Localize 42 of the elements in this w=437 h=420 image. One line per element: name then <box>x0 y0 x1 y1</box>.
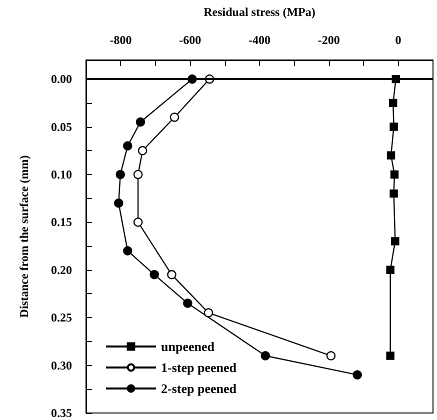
point <box>390 189 398 198</box>
x-tick-label: -800 <box>110 33 132 47</box>
point <box>204 308 214 318</box>
legend-label: 1-step peened <box>161 360 238 375</box>
point <box>170 112 180 122</box>
x-tick-label: -600 <box>179 33 202 47</box>
y-tick-label: 0.35 <box>51 406 72 420</box>
legend-label: unpeened <box>161 339 216 354</box>
point <box>260 351 270 360</box>
point <box>390 122 398 131</box>
point <box>114 198 124 208</box>
y-tick-label: 0.10 <box>51 167 72 182</box>
point <box>116 170 125 180</box>
y-tick-label: 0.00 <box>51 72 72 86</box>
y-tick-label: 0.20 <box>51 262 72 277</box>
point <box>133 218 143 227</box>
point <box>183 298 192 308</box>
point <box>386 352 394 360</box>
y-tick-label: 0.25 <box>51 310 72 325</box>
point <box>386 266 394 274</box>
y-axis-title: Distance from the surface (mm) <box>17 155 31 318</box>
point <box>167 270 176 280</box>
x-tick-label: -200 <box>318 33 340 47</box>
y-tick-label: 0.15 <box>51 215 72 230</box>
x-tick-label: -400 <box>248 33 270 47</box>
point <box>136 117 146 127</box>
point <box>123 246 132 256</box>
x-tick-label: 0 <box>395 33 402 47</box>
point <box>390 170 399 179</box>
point <box>133 170 143 180</box>
x-axis-title: Residual stress (MPa) <box>204 5 316 19</box>
point <box>123 141 132 150</box>
point <box>386 151 396 160</box>
legend-label: 2-step peened <box>161 381 238 396</box>
point <box>352 370 362 380</box>
point <box>391 237 400 246</box>
y-tick-label: 0.30 <box>51 358 72 372</box>
point <box>388 98 398 108</box>
point <box>138 146 148 156</box>
y-tick-label: 0.05 <box>51 120 72 134</box>
point <box>326 351 336 360</box>
point <box>150 270 159 280</box>
